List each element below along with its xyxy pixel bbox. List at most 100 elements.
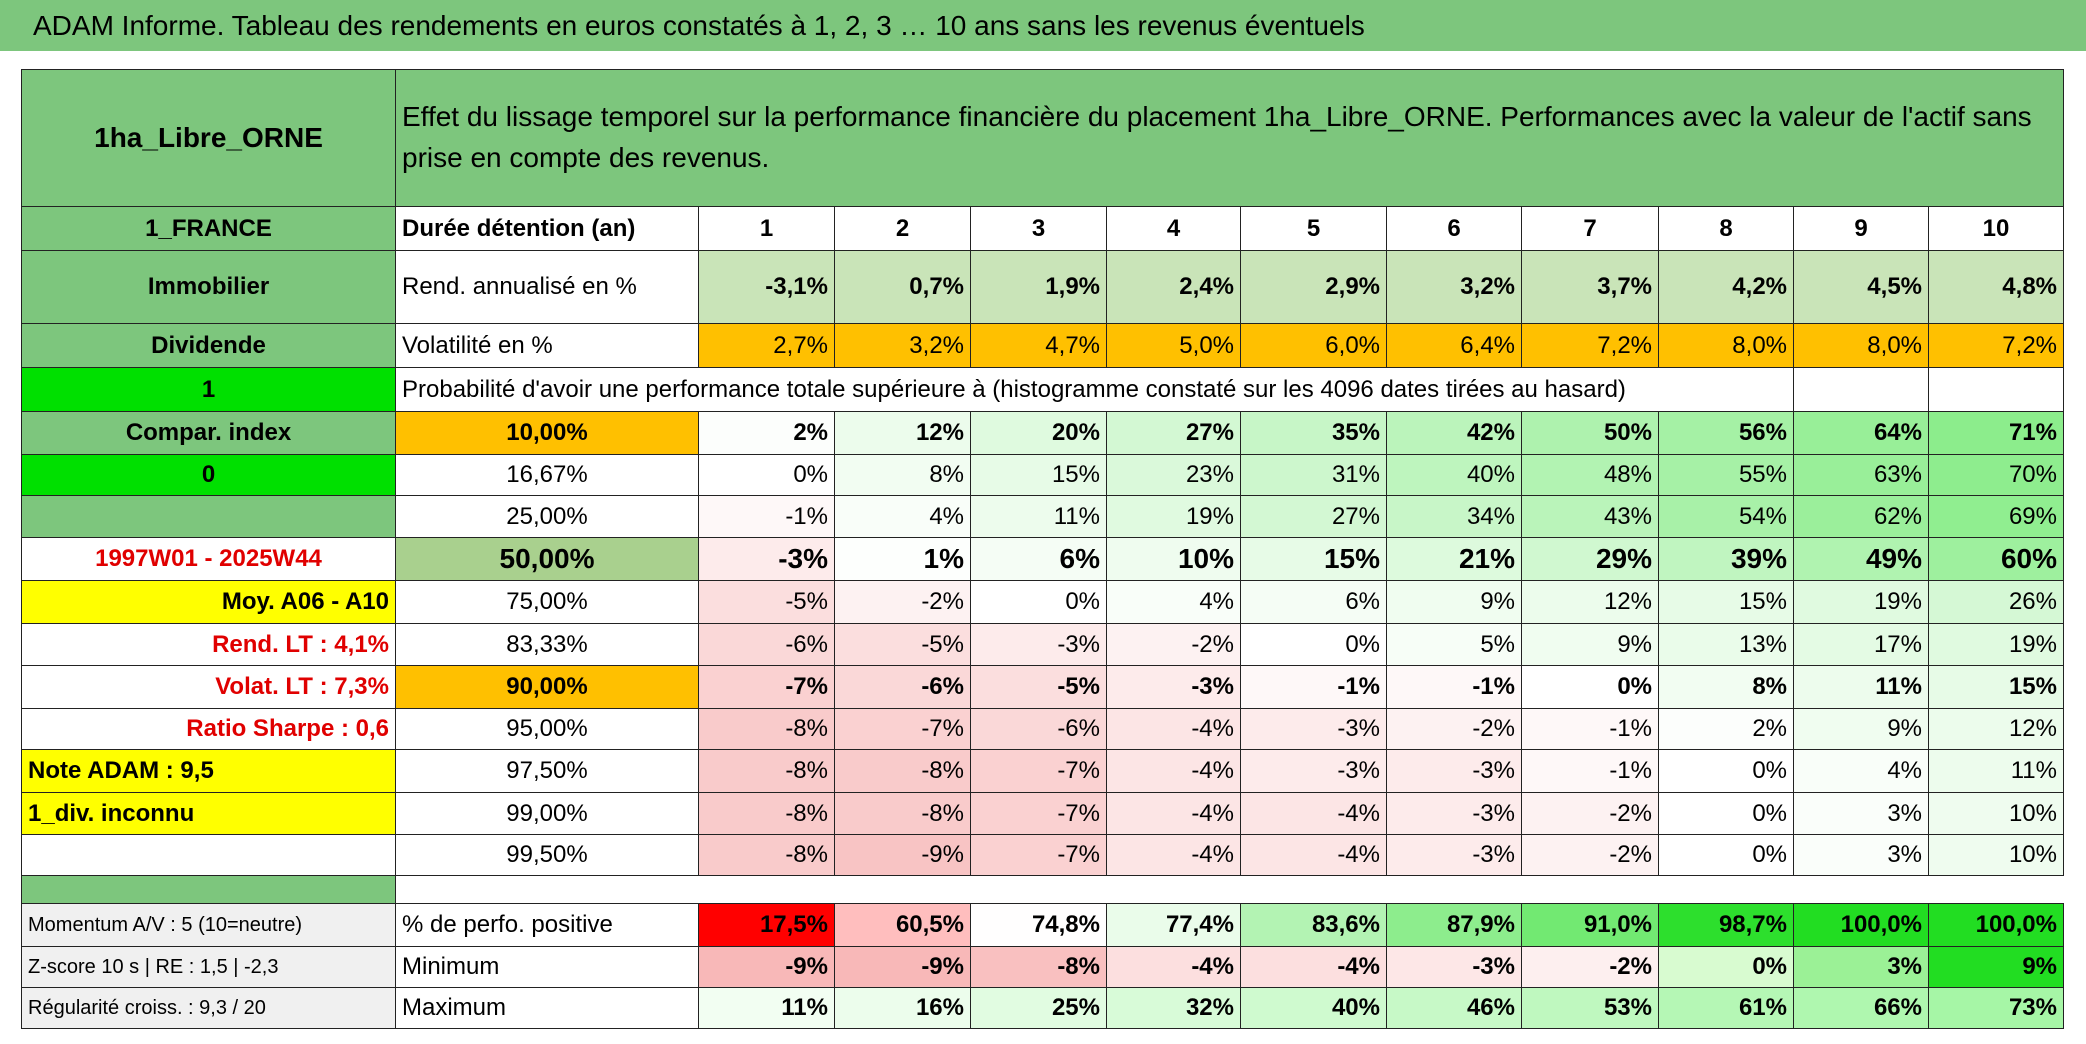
value-cell: 20%	[970, 411, 1107, 455]
value-cell: 6%	[1240, 580, 1387, 624]
value-cell: 0%	[1658, 834, 1794, 876]
value-cell: 2,9%	[1240, 250, 1387, 324]
value-cell: 3%	[1793, 946, 1929, 988]
value-cell: -2%	[834, 580, 971, 624]
value-cell: -5%	[834, 623, 971, 666]
value-cell: 100,0%	[1928, 903, 2064, 947]
value-cell: 73%	[1928, 987, 2064, 1029]
value-cell: 12%	[1521, 580, 1659, 624]
value-cell: 35%	[1240, 411, 1387, 455]
value-cell: 10%	[1106, 537, 1241, 581]
value-cell: 4%	[1793, 749, 1929, 793]
side-label	[21, 834, 396, 876]
value-cell: 11%	[970, 495, 1107, 538]
value-cell: 17,5%	[698, 903, 835, 947]
value-cell: 0%	[1658, 946, 1794, 988]
value-cell: -9%	[834, 834, 971, 876]
value-cell: 15%	[970, 454, 1107, 496]
value-cell: 66%	[1793, 987, 1929, 1029]
value-cell: -3%	[1106, 665, 1241, 709]
value-cell: 15%	[1240, 537, 1387, 581]
value-cell: -2%	[1521, 792, 1659, 835]
value-cell: 5	[1240, 206, 1387, 251]
description: Effet du lissage temporel sur la perform…	[395, 69, 2064, 207]
value-cell: -4%	[1240, 792, 1387, 835]
value-cell: 2	[834, 206, 971, 251]
value-cell: 27%	[1106, 411, 1241, 455]
value-cell: 64%	[1793, 411, 1929, 455]
value-cell: 55%	[1658, 454, 1794, 496]
value-cell: 8	[1658, 206, 1794, 251]
value-cell: -3%	[1386, 792, 1522, 835]
side-label: 1_FRANCE	[21, 206, 396, 251]
value-cell: -7%	[834, 708, 971, 750]
value-cell: -7%	[970, 792, 1107, 835]
value-cell: 1	[698, 206, 835, 251]
title-bar: ADAM Informe. Tableau des rendements en …	[0, 0, 2086, 51]
value-cell: 0%	[1658, 792, 1794, 835]
value-cell: 9%	[1386, 580, 1522, 624]
side-label: 1_div. inconnu	[21, 792, 396, 835]
value-cell: 53%	[1521, 987, 1659, 1029]
value-cell: 6,4%	[1386, 323, 1522, 368]
side-label: Rend. LT : 4,1%	[21, 623, 396, 666]
section-label: Probabilité d'avoir une performance tota…	[395, 367, 1794, 412]
value-cell: -8%	[698, 792, 835, 835]
value-cell: -3%	[698, 537, 835, 581]
value-cell: 4,2%	[1658, 250, 1794, 324]
value-cell: -8%	[970, 946, 1107, 988]
value-cell: -4%	[1106, 749, 1241, 793]
side-label: Moy. A06 - A10	[21, 580, 396, 624]
side-label: 0	[21, 454, 396, 496]
value-cell: 98,7%	[1658, 903, 1794, 947]
value-cell: -4%	[1240, 946, 1387, 988]
value-cell: 62%	[1793, 495, 1929, 538]
value-cell: 19%	[1793, 580, 1929, 624]
side-label: Z-score 10 s | RE : 1,5 | -2,3	[21, 946, 396, 988]
value-cell: 19%	[1928, 623, 2064, 666]
value-cell: 87,9%	[1386, 903, 1522, 947]
value-cell: 83,6%	[1240, 903, 1387, 947]
value-cell: 12%	[834, 411, 971, 455]
row-label: 16,67%	[395, 454, 699, 496]
value-cell: 74,8%	[970, 903, 1107, 947]
value-cell: -8%	[834, 792, 971, 835]
side-label: Momentum A/V : 5 (10=neutre)	[21, 903, 396, 947]
value-cell: 5%	[1386, 623, 1522, 666]
value-cell: -8%	[698, 834, 835, 876]
row-label: % de perfo. positive	[395, 903, 699, 947]
value-cell: 10%	[1928, 834, 2064, 876]
value-cell: -7%	[698, 665, 835, 709]
value-cell: 0%	[970, 580, 1107, 624]
value-cell: -5%	[970, 665, 1107, 709]
side-label: Immobilier	[21, 250, 396, 324]
value-cell: 40%	[1386, 454, 1522, 496]
value-cell: -1%	[1240, 665, 1387, 709]
value-cell: 69%	[1928, 495, 2064, 538]
value-cell: 0%	[1658, 749, 1794, 793]
row-label: 50,00%	[395, 537, 699, 581]
value-cell: -4%	[1106, 708, 1241, 750]
value-cell: 16%	[834, 987, 971, 1029]
row-label: Rend. annualisé en %	[395, 250, 699, 324]
row-label: Minimum	[395, 946, 699, 988]
value-cell: 7	[1521, 206, 1659, 251]
value-cell: -4%	[1106, 792, 1241, 835]
value-cell: 49%	[1793, 537, 1929, 581]
value-cell: 4%	[834, 495, 971, 538]
row-label: 90,00%	[395, 665, 699, 709]
value-cell: -3,1%	[698, 250, 835, 324]
value-cell: -7%	[970, 749, 1107, 793]
value-cell: 77,4%	[1106, 903, 1241, 947]
value-cell: 21%	[1386, 537, 1522, 581]
value-cell: 0%	[1240, 623, 1387, 666]
value-cell: -2%	[1521, 946, 1659, 988]
row-label: 99,00%	[395, 792, 699, 835]
value-cell: 27%	[1240, 495, 1387, 538]
value-cell: 1%	[834, 537, 971, 581]
value-cell: 50%	[1521, 411, 1659, 455]
row-label: 83,33%	[395, 623, 699, 666]
value-cell: -8%	[834, 749, 971, 793]
value-cell: 19%	[1106, 495, 1241, 538]
side-label: 1997W01 - 2025W44	[21, 537, 396, 581]
